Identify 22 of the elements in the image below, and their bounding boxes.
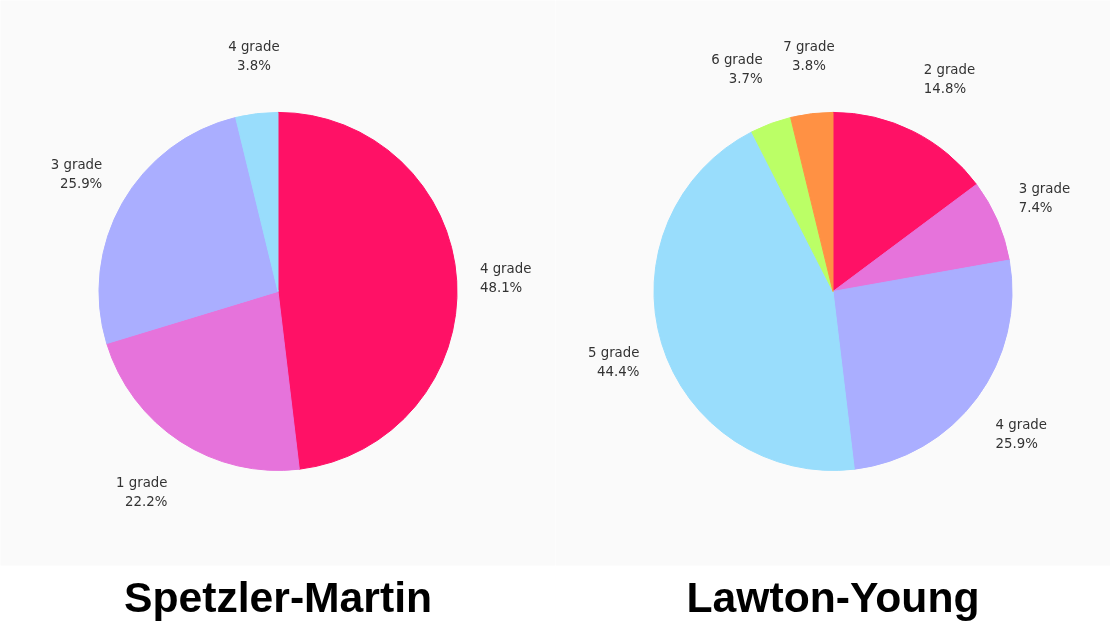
- slice-label: 5 grade: [587, 344, 640, 360]
- data-label: 22.2%: [125, 493, 168, 509]
- data-label: 3.8%: [791, 57, 826, 73]
- slice-label: 4 grade: [995, 417, 1048, 433]
- text: Lawton-Young: [686, 572, 980, 621]
- data-label: 48.1%: [479, 280, 523, 296]
- slice-label: 4 grade: [479, 261, 532, 277]
- data-label: 7.4%: [1018, 199, 1053, 215]
- text: Spetzler-Martin: [123, 572, 433, 621]
- data-label: 25.9%: [59, 176, 103, 192]
- data-label: 3.7%: [728, 71, 763, 87]
- slice-label: 1 grade: [115, 474, 168, 490]
- slice-label: 7 grade: [783, 38, 835, 54]
- slice-label: 3 grade: [1018, 180, 1071, 196]
- data-label: 3.8%: [236, 57, 271, 73]
- data-label: 14.8%: [923, 81, 967, 97]
- slice-label: 3 grade: [50, 157, 103, 173]
- slice-label: 6 grade: [711, 52, 763, 68]
- data-label: 44.4%: [597, 363, 640, 379]
- slice-label: 2 grade: [923, 62, 976, 78]
- slice-label: 4 grade: [228, 38, 280, 54]
- data-label: 25.9%: [995, 436, 1038, 452]
